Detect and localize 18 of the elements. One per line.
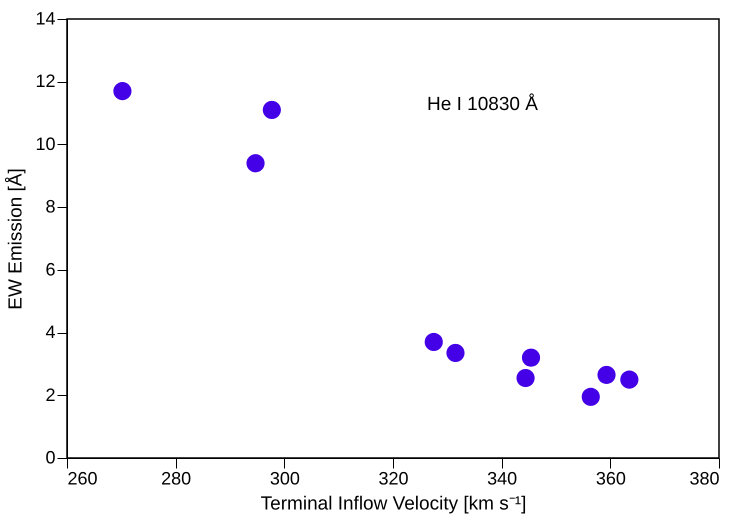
y-tick-label: 6 <box>45 259 56 280</box>
y-tick-label: 0 <box>45 448 56 468</box>
y-axis-title: EW Emission [Å] <box>4 168 26 310</box>
y-tick-label: 4 <box>45 322 56 342</box>
x-tick-label: 260 <box>68 468 98 488</box>
x-tick-label: 380 <box>689 468 720 488</box>
x-tick-label: 300 <box>270 468 300 488</box>
y-tick-label: 12 <box>35 71 56 92</box>
x-axis-title: Terminal Inflow Velocity [km s⁻¹] <box>260 494 526 514</box>
y-tick-label: 2 <box>45 384 56 405</box>
annotation: He I 10830 Å <box>427 93 538 115</box>
y-tick-label: 14 <box>35 8 56 28</box>
x-tick-label: 320 <box>378 468 409 488</box>
x-tick-label: 280 <box>161 468 192 488</box>
y-tick-label: 10 <box>35 134 56 154</box>
x-tick-label: 340 <box>487 468 518 488</box>
x-tick-label: 360 <box>596 468 626 488</box>
y-tick-label: 8 <box>45 196 56 217</box>
